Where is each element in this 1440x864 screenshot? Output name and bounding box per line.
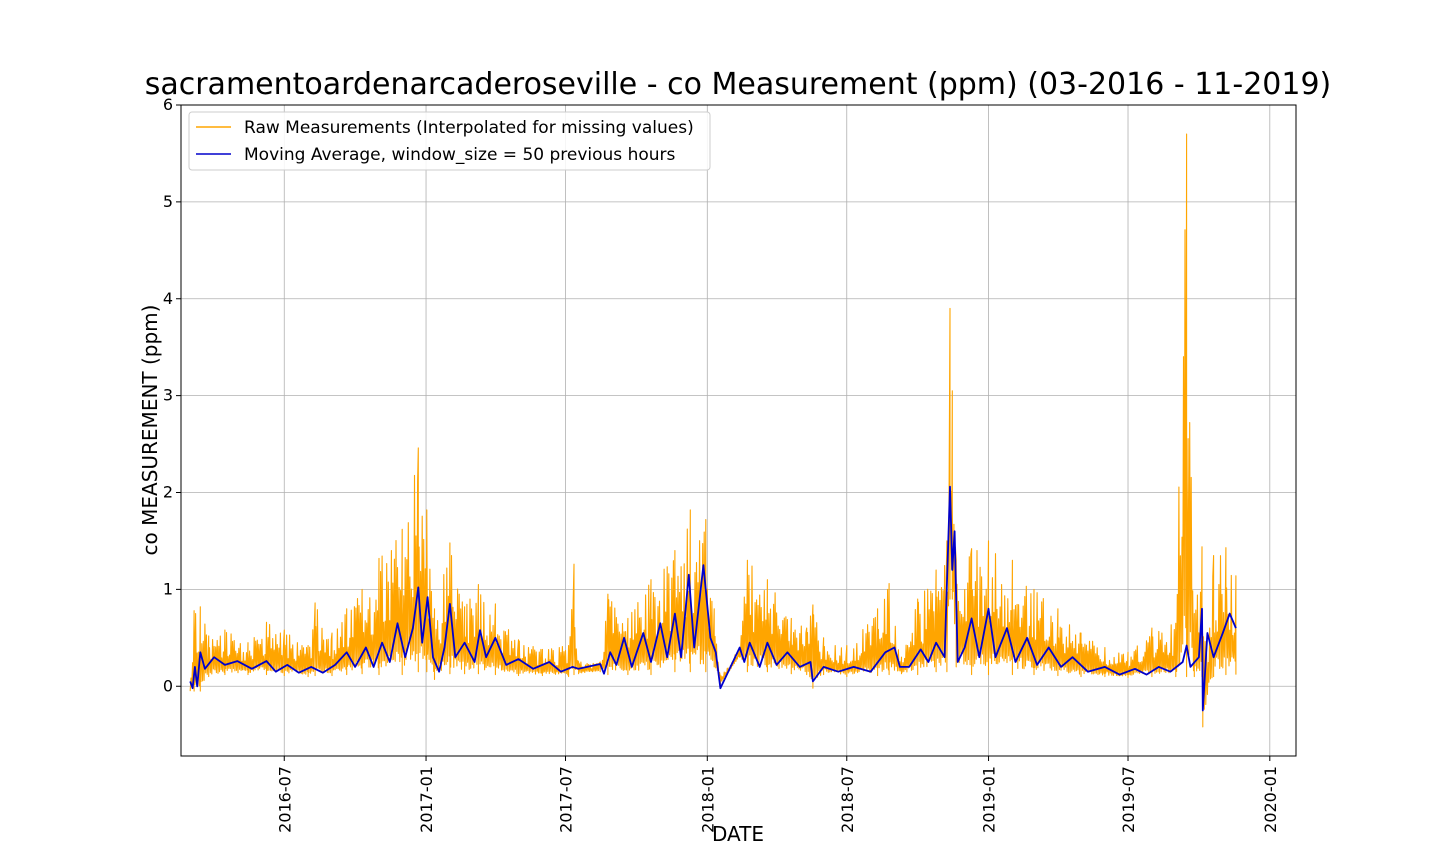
moving-average-series	[189, 485, 1237, 712]
x-axis-ticks: 2016-07 2017-01 2017-07 2018-01 2018-07 2019-…	[275, 756, 1280, 833]
x-tick-label: 2020-01	[1261, 766, 1280, 833]
y-tick-label: 1	[163, 579, 173, 598]
y-tick-label: 5	[163, 192, 173, 211]
x-tick-label: 2019-01	[980, 766, 999, 833]
legend-label-raw: Raw Measurements (Interpolated for missi…	[244, 118, 694, 138]
y-tick-label: 3	[163, 386, 173, 405]
chart-title: sacramentoardenarcaderoseville - co Meas…	[145, 67, 1332, 102]
x-axis-label: DATE	[712, 822, 764, 846]
plot-frame	[180, 104, 1297, 757]
y-axis-label: co MEASUREMENT (ppm)	[138, 305, 162, 556]
x-tick-label: 2017-01	[417, 766, 436, 833]
y-tick-label: 0	[163, 676, 173, 695]
y-tick-label: 4	[163, 289, 173, 308]
x-tick-label: 2019-07	[1119, 766, 1138, 833]
y-tick-label: 2	[163, 483, 173, 502]
raw-measurements-line	[189, 133, 1237, 728]
grid-lines	[181, 104, 1296, 756]
legend-box	[188, 111, 711, 171]
x-tick-label: 2017-07	[557, 766, 576, 833]
raw-measurements-series	[189, 133, 1237, 728]
legend: Raw Measurements (Interpolated for missi…	[188, 111, 711, 171]
legend-label-moving-average: Moving Average, window_size = 50 previou…	[244, 145, 676, 165]
y-tick-label: 6	[163, 95, 173, 114]
moving-average-line	[189, 485, 1237, 712]
x-tick-label: 2018-01	[698, 766, 717, 833]
y-axis-ticks: 0 1 2 3 4 5 6	[163, 95, 181, 695]
x-tick-label: 2016-07	[275, 766, 294, 833]
x-tick-label: 2018-07	[838, 766, 857, 833]
